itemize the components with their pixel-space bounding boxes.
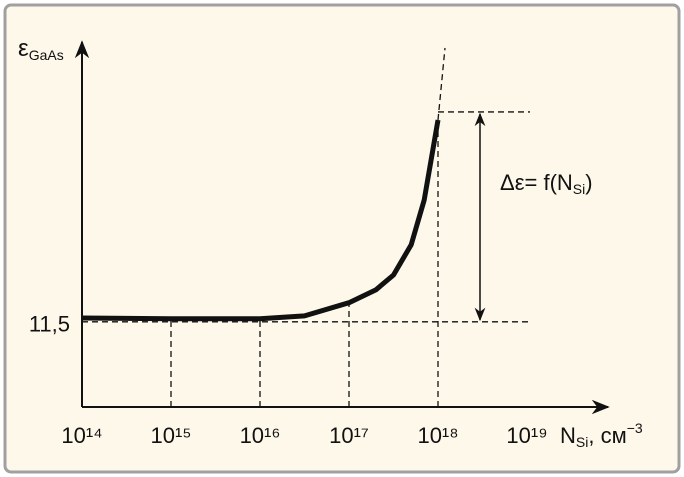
x-tick-label: 10¹⁸ — [417, 423, 458, 448]
x-tick-label: 10¹⁶ — [240, 423, 281, 448]
x-tick-label: 10¹⁴ — [61, 423, 102, 448]
x-axis-label: NSi, см−3 — [560, 420, 643, 450]
y-axis-label: εGaAs — [18, 35, 64, 62]
frame — [3, 3, 681, 474]
x-tick-label: 10¹⁵ — [151, 423, 192, 448]
annotation: Δε= f(NSi) — [500, 170, 593, 197]
extrapolation — [437, 47, 446, 121]
curve — [81, 119, 441, 322]
x-tick-label: 10¹⁷ — [329, 423, 369, 448]
y-tick-label: 11,5 — [29, 312, 70, 337]
x-tick-label: 10¹⁹ — [506, 423, 547, 448]
